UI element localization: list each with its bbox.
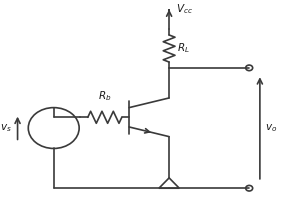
Text: $R_b$: $R_b$ [98, 90, 112, 103]
Text: $V_{cc}$: $V_{cc}$ [176, 2, 193, 16]
Text: $v_o$: $v_o$ [265, 122, 277, 134]
Text: $R_L$: $R_L$ [177, 42, 190, 55]
Text: $v_s$: $v_s$ [1, 122, 12, 134]
